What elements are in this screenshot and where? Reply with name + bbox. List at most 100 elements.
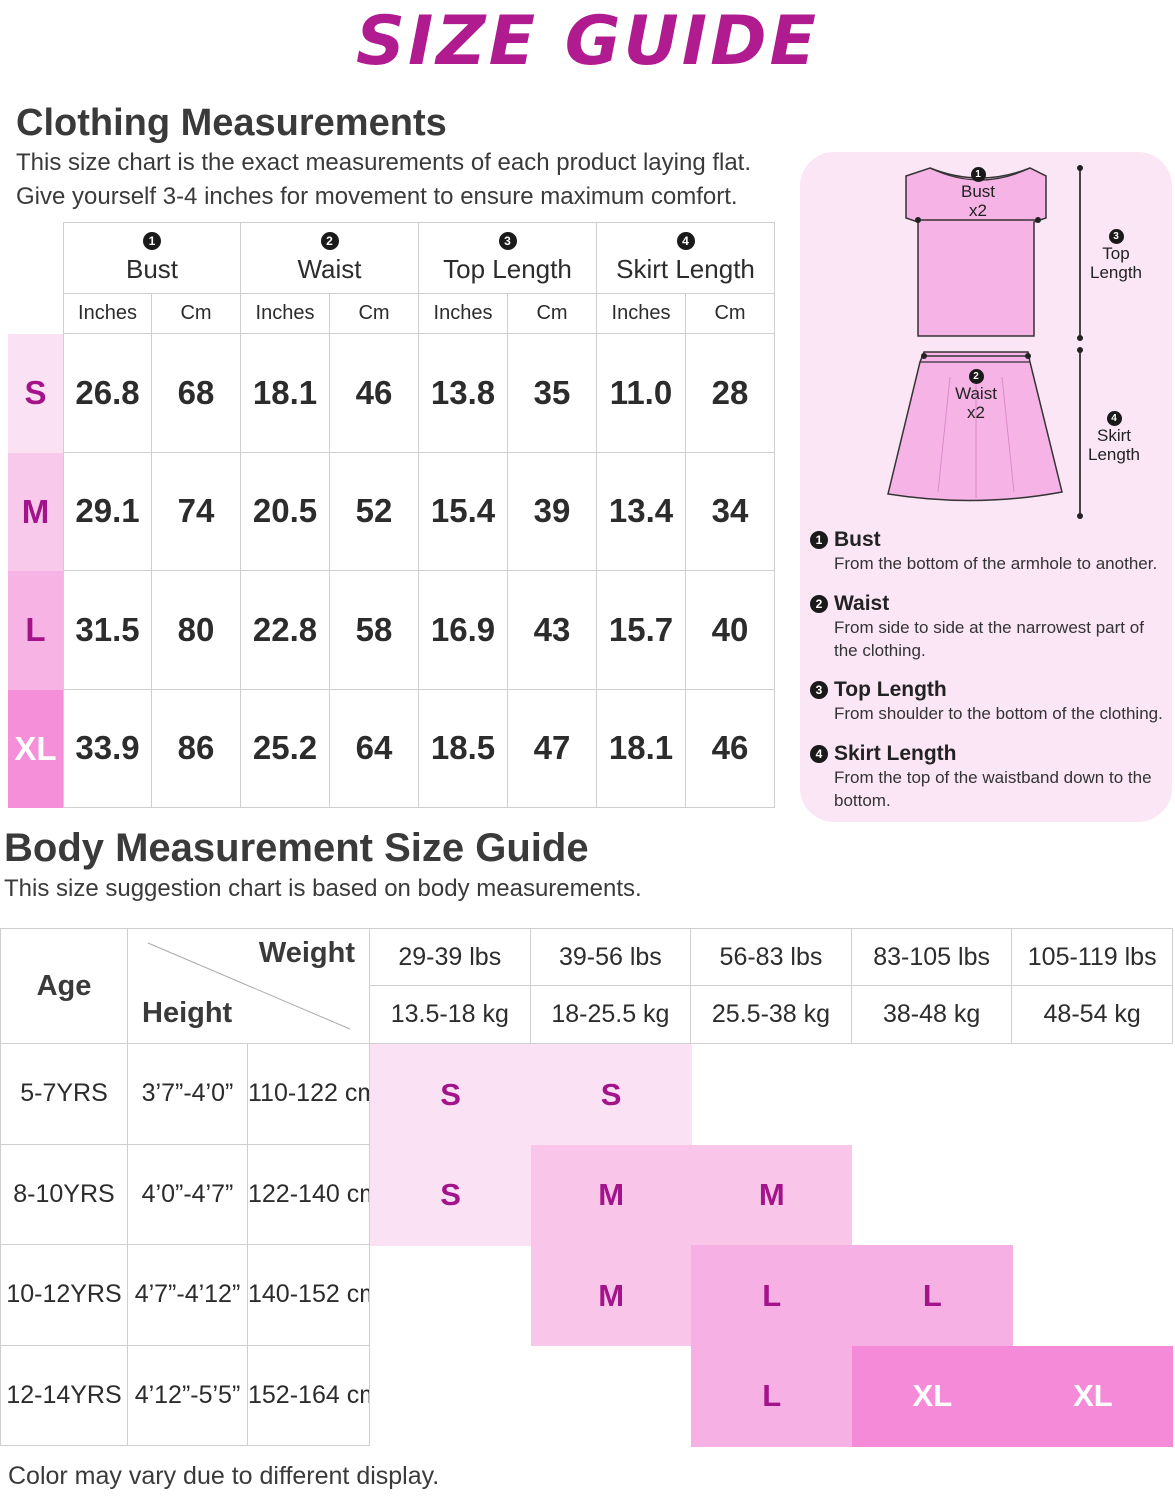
waist-callout: 2 Waist x2: [946, 364, 1006, 422]
table-cell: 20.5: [241, 452, 330, 571]
weight-lbs-header: 83-105 lbs: [851, 928, 1013, 986]
skirt-length-number-icon: 4: [1106, 411, 1122, 426]
top-length-number-icon: 3: [1108, 229, 1124, 244]
column-number-icon: 4: [676, 231, 695, 250]
legend-description: From the top of the waistband down to th…: [834, 768, 1152, 810]
size-cell: M: [691, 1144, 853, 1246]
unit-inches: Inches: [597, 294, 686, 334]
weight-lbs-header: 29-39 lbs: [370, 928, 531, 986]
table-cell: 43: [508, 571, 597, 690]
column-header-label: Skirt Length: [616, 253, 755, 284]
size-cell: XL: [851, 1345, 1013, 1447]
table-cell: 26.8: [63, 334, 152, 453]
unit-cm: Cm: [508, 294, 597, 334]
weight-kg-header: 25.5-38 kg: [691, 986, 852, 1044]
table-cell: 18.1: [241, 334, 330, 453]
diagonal-divider: [147, 942, 351, 1030]
table-cell: 40: [686, 571, 775, 690]
legend-item: 1 Bust From the bottom of the armhole to a…: [810, 528, 1170, 575]
height-label: Height: [142, 997, 233, 1029]
weight-kg-header: 18-25.5 kg: [530, 986, 692, 1044]
table-cell: 25.2: [241, 689, 330, 808]
clothing-heading: Clothing Measurements: [16, 102, 447, 144]
column-header-label: Top Length: [443, 253, 572, 284]
table-cell: 18.1: [597, 689, 686, 808]
legend-title: Bust: [834, 528, 881, 551]
table-cell: 34: [686, 452, 775, 571]
legend-title-row: 2 Waist: [810, 592, 1170, 616]
table-cell: 13.8: [419, 334, 508, 453]
table-cell: 46: [686, 689, 775, 808]
table-cell: 16.9: [419, 571, 508, 690]
table-cell: 74: [152, 452, 241, 571]
top-shape-icon: [905, 167, 1047, 337]
size-label-l: L: [8, 571, 63, 690]
waist-callout-mult: x2: [967, 403, 985, 422]
unit-cm: Cm: [330, 294, 419, 334]
weight-kg-header: 13.5-18 kg: [370, 986, 531, 1044]
legend-description: From side to side at the narrowest part …: [834, 618, 1144, 660]
table-cell: 80: [152, 571, 241, 690]
diagram-panel: 1 Bust x2 2 Waist x2 3 Top Length 4 Skir…: [800, 152, 1172, 822]
skirt-length-label2: Length: [1088, 445, 1140, 464]
table-cell: 68: [152, 334, 241, 453]
age-cell: 5-7YRS: [0, 1044, 128, 1145]
height-ft-cell: 4’7”-4’12”: [128, 1245, 248, 1346]
top-length-label2: Length: [1090, 263, 1142, 282]
legend-title-row: 1 Bust: [810, 528, 1170, 552]
legend-title-row: 3 Top Length: [810, 678, 1170, 702]
unit-cm: Cm: [686, 294, 775, 334]
table-cell: 15.4: [419, 452, 508, 571]
size-cell: M: [530, 1144, 692, 1246]
legend-number-icon: 1: [810, 531, 828, 549]
age-cell: 10-12YRS: [0, 1245, 128, 1346]
size-label-s: S: [8, 334, 63, 453]
size-cell: S: [530, 1044, 692, 1145]
bust-callout-mult: x2: [969, 201, 987, 220]
column-number-icon: 1: [143, 231, 161, 250]
table-cell: 52: [330, 452, 419, 571]
legend-number-icon: 3: [810, 681, 828, 699]
height-cm-cell: 122-140 cm: [248, 1144, 370, 1245]
bust-callout: 1 Bust x2: [948, 162, 1008, 220]
column-header-top-length: 3 Top Length: [419, 222, 597, 294]
bust-number-icon: 1: [970, 167, 986, 182]
weight-height-header: Weight Height: [128, 928, 370, 1044]
skirt-shape-icon: [887, 351, 1063, 502]
top-length-callout: 3 Top Length: [1086, 224, 1146, 282]
size-label-xl: XL: [8, 689, 63, 808]
column-number-icon: 2: [320, 231, 339, 250]
table-cell: 47: [508, 689, 597, 808]
size-label-m: M: [8, 452, 63, 571]
column-header-waist: 2 Waist: [241, 222, 419, 294]
legend-title: Waist: [834, 592, 890, 615]
table-cell: 39: [508, 452, 597, 571]
weight-lbs-header: 105-119 lbs: [1012, 928, 1173, 986]
table-cell: 13.4: [597, 452, 686, 571]
legend-title: Top Length: [834, 678, 947, 701]
table-cell: 86: [152, 689, 241, 808]
body-heading: Body Measurement Size Guide: [4, 826, 589, 870]
table-cell: 58: [330, 571, 419, 690]
clothing-desc-line1: This size chart is the exact measurement…: [16, 149, 752, 176]
column-number-icon: 3: [498, 231, 517, 250]
unit-cm: Cm: [152, 294, 241, 334]
size-cell: M: [530, 1245, 692, 1346]
legend-number-icon: 2: [810, 595, 828, 613]
height-cm-cell: 152-164 cm: [248, 1345, 370, 1446]
age-cell: 12-14YRS: [0, 1345, 128, 1446]
column-header-bust: 1 Bust: [63, 222, 241, 294]
height-cm-cell: 110-122 cm: [248, 1044, 370, 1145]
height-ft-cell: 4’12”-5’5”: [128, 1345, 248, 1446]
clothing-measurements-table: 1 Bust Inches Cm 2 Waist Inches Cm 3 Top Length In…: [8, 222, 775, 808]
size-cell: L: [851, 1245, 1013, 1346]
size-cell: L: [691, 1245, 853, 1346]
height-cm-cell: 140-152 cm: [248, 1245, 370, 1346]
body-measurement-table: Age Weight Height 29-39 lbs 13.5-18 kg 39-56 …: [0, 928, 1175, 1447]
legend-item: 2 Waist From side to side at the narrowest…: [810, 592, 1170, 662]
table-cell: 64: [330, 689, 419, 808]
skirt-length-callout: 4 Skirt Length: [1084, 406, 1144, 464]
table-cell: 33.9: [63, 689, 152, 808]
legend-description: From shoulder to the bottom of the cloth…: [834, 704, 1163, 723]
bust-callout-label: Bust: [960, 182, 996, 201]
